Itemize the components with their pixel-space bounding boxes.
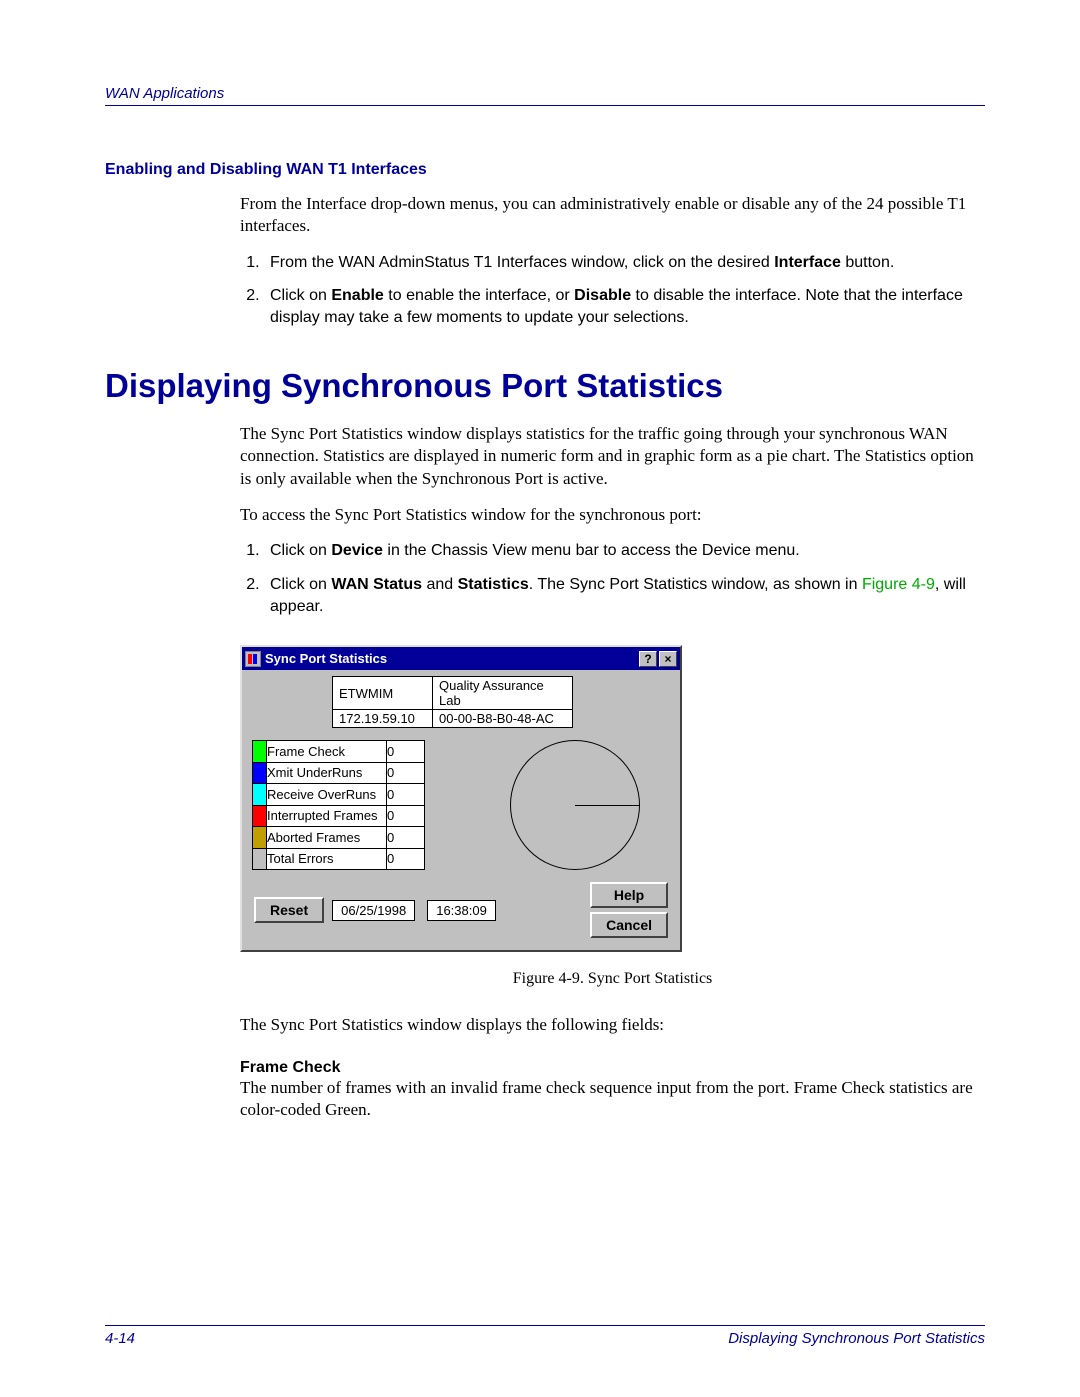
reset-button[interactable]: Reset bbox=[254, 897, 324, 923]
sync-port-dialog: Sync Port Statistics ? × ETWMIMQuality A… bbox=[240, 645, 682, 952]
stat-label: Total Errors bbox=[267, 848, 387, 870]
help-icon[interactable]: ? bbox=[639, 651, 657, 667]
color-swatch bbox=[253, 762, 267, 784]
info-table: ETWMIMQuality Assurance Lab 172.19.59.10… bbox=[332, 676, 573, 728]
date-field: 06/25/1998 bbox=[332, 900, 415, 921]
app-icon bbox=[245, 651, 261, 667]
info-mac: 00-00-B8-B0-48-AC bbox=[433, 710, 573, 728]
footer-title: Displaying Synchronous Port Statistics bbox=[728, 1330, 985, 1347]
field-desc: The number of frames with an invalid fra… bbox=[240, 1077, 985, 1122]
stat-label: Interrupted Frames bbox=[267, 805, 387, 827]
steps-list-1: From the WAN AdminStatus T1 Interfaces w… bbox=[240, 252, 985, 329]
stat-value: 0 bbox=[387, 784, 425, 806]
section-p2: To access the Sync Port Statistics windo… bbox=[240, 504, 985, 526]
section-p1: The Sync Port Statistics window displays… bbox=[240, 423, 985, 490]
stat-row: Xmit UnderRuns0 bbox=[253, 762, 425, 784]
intro-paragraph: From the Interface drop-down menus, you … bbox=[240, 193, 985, 238]
stat-label: Xmit UnderRuns bbox=[267, 762, 387, 784]
stat-value: 0 bbox=[387, 805, 425, 827]
color-swatch bbox=[253, 805, 267, 827]
stats-table: Frame Check0Xmit UnderRuns0Receive OverR… bbox=[252, 740, 425, 870]
stat-label: Aborted Frames bbox=[267, 827, 387, 849]
step2-1: Click on Device in the Chassis View menu… bbox=[264, 540, 985, 562]
info-device: ETWMIM bbox=[333, 677, 433, 710]
help-button[interactable]: Help bbox=[590, 882, 668, 908]
window-title: Sync Port Statistics bbox=[265, 651, 637, 666]
stat-label: Receive OverRuns bbox=[267, 784, 387, 806]
fields-intro: The Sync Port Statistics window displays… bbox=[240, 1014, 985, 1036]
title-bar: Sync Port Statistics ? × bbox=[242, 647, 680, 670]
info-ip: 172.19.59.10 bbox=[333, 710, 433, 728]
figure-caption: Figure 4-9. Sync Port Statistics bbox=[240, 970, 985, 988]
step-1: From the WAN AdminStatus T1 Interfaces w… bbox=[264, 252, 985, 274]
subsection-title: Enabling and Disabling WAN T1 Interfaces bbox=[105, 161, 985, 179]
stat-row: Frame Check0 bbox=[253, 741, 425, 763]
stat-row: Receive OverRuns0 bbox=[253, 784, 425, 806]
pie-chart bbox=[510, 740, 640, 870]
step2-2: Click on WAN Status and Statistics. The … bbox=[264, 574, 985, 617]
stat-value: 0 bbox=[387, 848, 425, 870]
field-heading: Frame Check bbox=[240, 1059, 985, 1077]
color-swatch bbox=[253, 827, 267, 849]
stat-value: 0 bbox=[387, 762, 425, 784]
cancel-button[interactable]: Cancel bbox=[590, 912, 668, 938]
running-header: WAN Applications bbox=[105, 85, 985, 106]
stat-row: Interrupted Frames0 bbox=[253, 805, 425, 827]
stat-row: Aborted Frames0 bbox=[253, 827, 425, 849]
section-heading: Displaying Synchronous Port Statistics bbox=[105, 367, 985, 405]
stat-label: Frame Check bbox=[267, 741, 387, 763]
stat-value: 0 bbox=[387, 827, 425, 849]
stat-value: 0 bbox=[387, 741, 425, 763]
info-location: Quality Assurance Lab bbox=[433, 677, 573, 710]
page-number: 4-14 bbox=[105, 1330, 135, 1347]
color-swatch bbox=[253, 784, 267, 806]
close-icon[interactable]: × bbox=[659, 651, 677, 667]
color-swatch bbox=[253, 741, 267, 763]
time-field: 16:38:09 bbox=[427, 900, 496, 921]
page-footer: 4-14 Displaying Synchronous Port Statist… bbox=[105, 1325, 985, 1347]
color-swatch bbox=[253, 848, 267, 870]
steps-list-2: Click on Device in the Chassis View menu… bbox=[240, 540, 985, 617]
step-2: Click on Enable to enable the interface,… bbox=[264, 285, 985, 328]
stat-row: Total Errors0 bbox=[253, 848, 425, 870]
